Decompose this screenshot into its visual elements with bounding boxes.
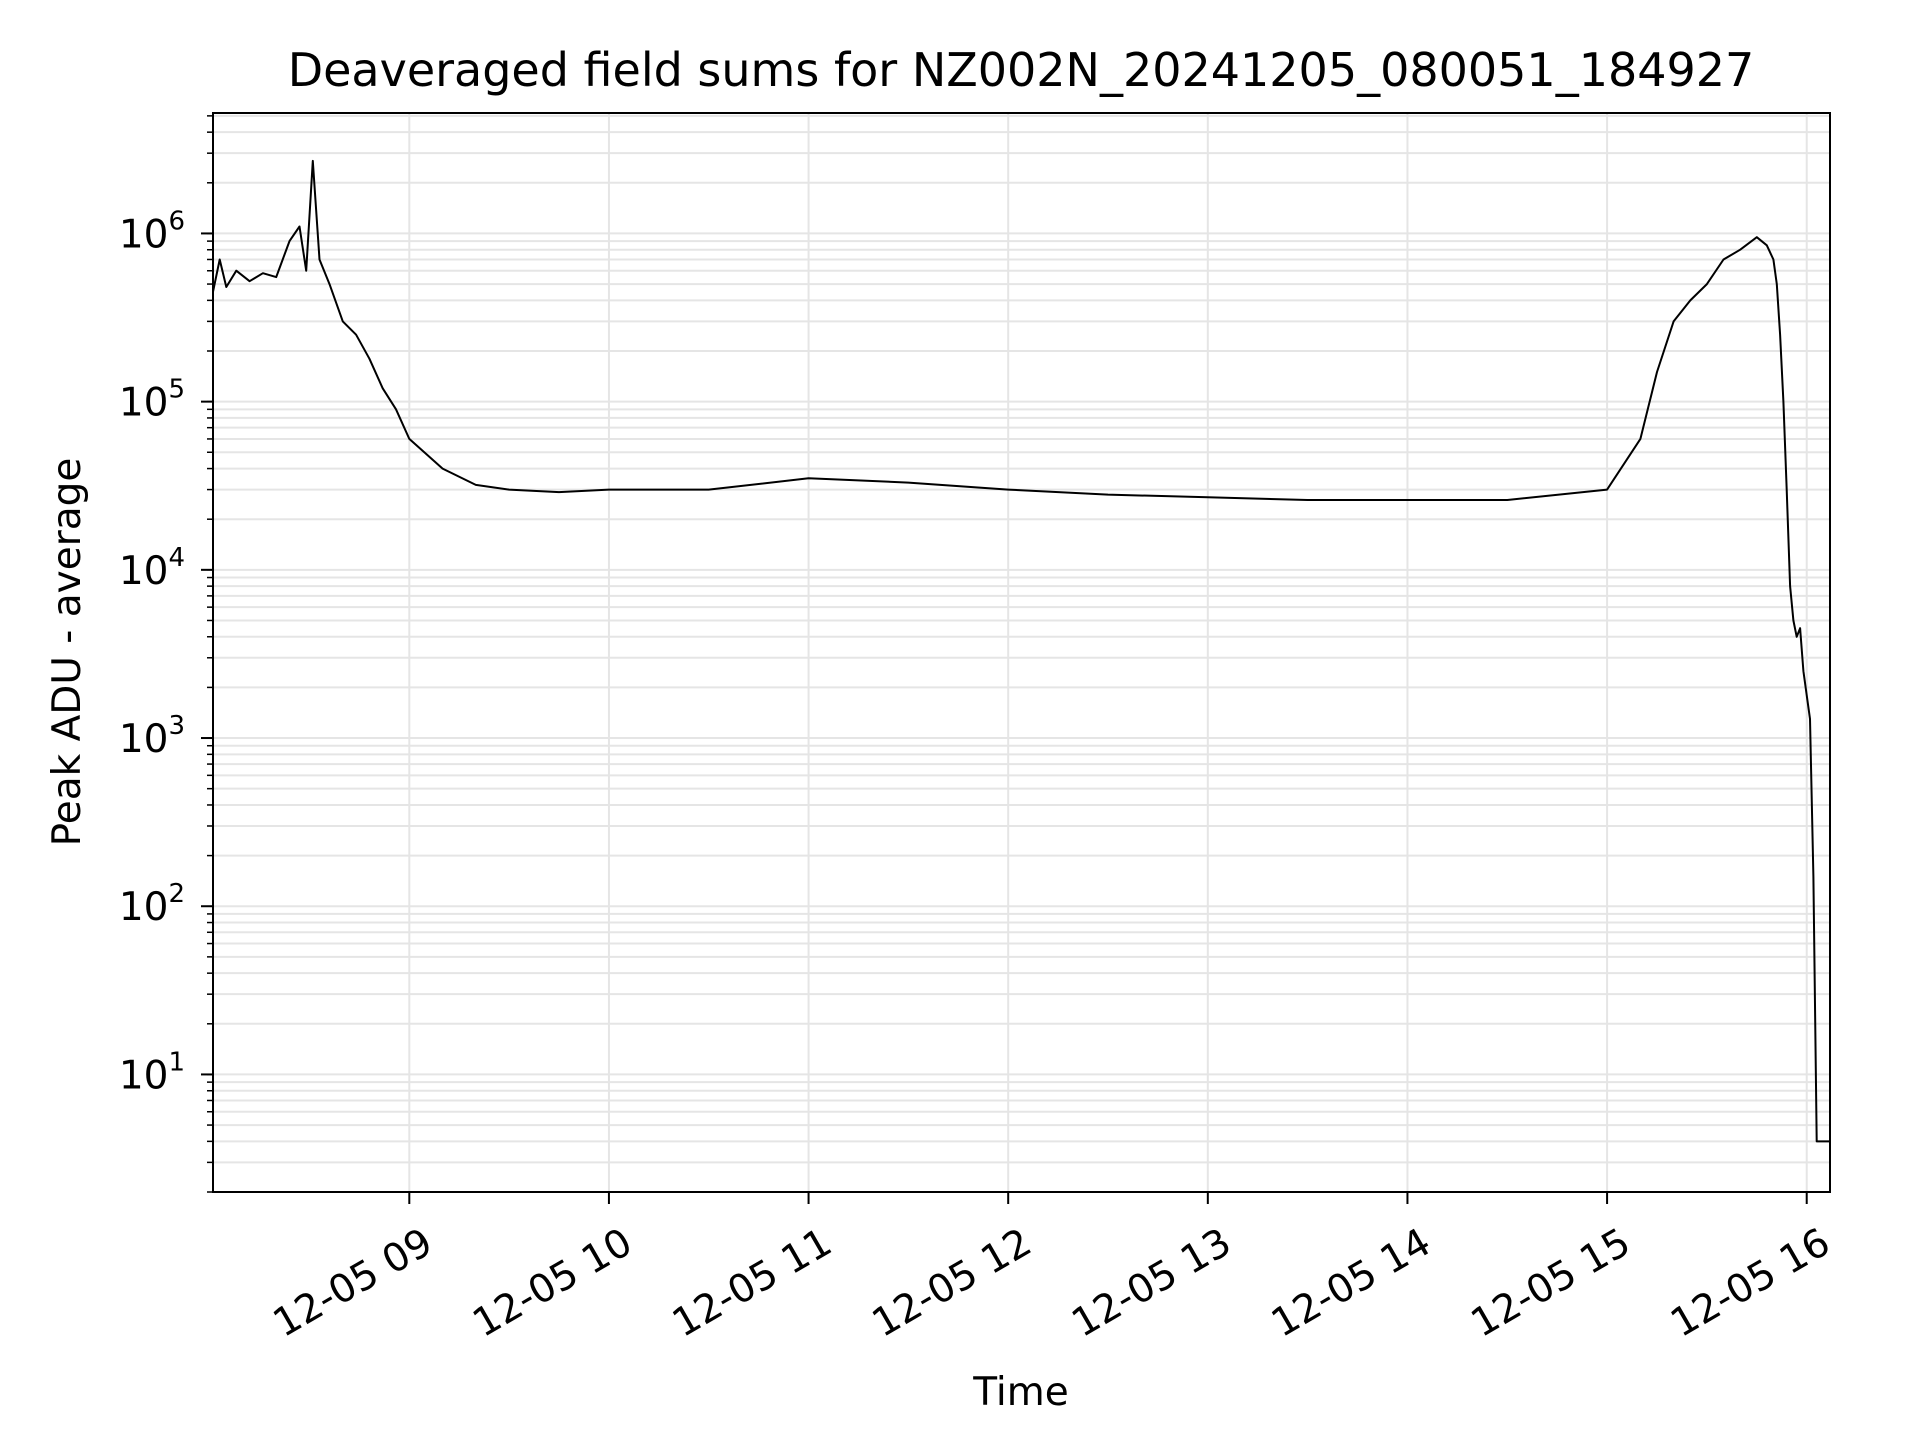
x-axis-label: Time xyxy=(972,1370,1068,1415)
x-tick-label: 12-05 10 xyxy=(466,1220,640,1347)
y-tick-label: 102 xyxy=(119,879,185,930)
y-tick-label: 103 xyxy=(119,711,185,762)
y-axis-ticks: 101 102 103 104 105 106 xyxy=(119,115,213,1193)
y-tick-label: 106 xyxy=(119,206,185,257)
y-tick-label: 101 xyxy=(119,1047,185,1098)
x-tick-label: 12-05 11 xyxy=(665,1220,839,1347)
y-axis-label: Peak ADU - average xyxy=(45,458,90,847)
data-series xyxy=(212,159,1830,1143)
x-tick-label: 12-05 09 xyxy=(266,1220,440,1347)
x-axis-ticks: 12-05 09 12-05 10 12-05 11 12-05 12 12-05 13… xyxy=(266,1192,1838,1347)
chart-title: Deaveraged field sums for NZ002N_2024120… xyxy=(288,43,1755,97)
y-tick-label: 104 xyxy=(119,543,185,594)
y-tick-label: 105 xyxy=(119,375,185,426)
grid-lines xyxy=(213,113,1830,1193)
x-tick-label: 12-05 12 xyxy=(865,1220,1039,1347)
x-tick-label: 12-05 14 xyxy=(1264,1220,1438,1347)
plot-frame xyxy=(212,112,1831,1193)
series-line xyxy=(212,159,1830,1143)
x-tick-label: 12-05 15 xyxy=(1464,1220,1638,1347)
x-tick-label: 12-05 16 xyxy=(1663,1220,1837,1347)
x-tick-label: 12-05 13 xyxy=(1064,1220,1238,1347)
